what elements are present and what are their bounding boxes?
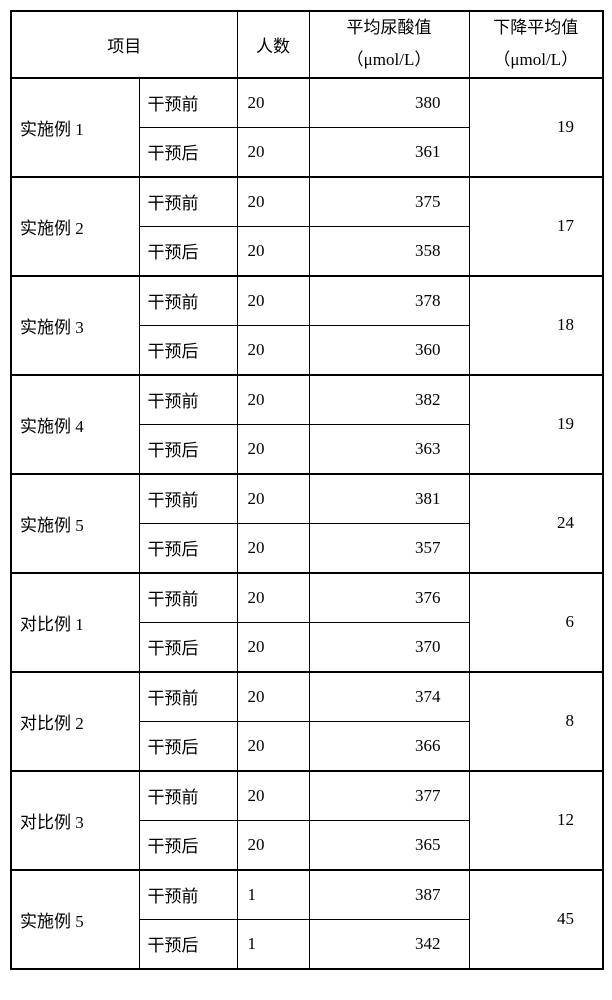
row-before-count: 20 — [237, 771, 309, 821]
header-avg: 平均尿酸值 （μmol/L） — [309, 11, 469, 78]
row-phase-before: 干预前 — [139, 177, 237, 227]
row-before-count: 20 — [237, 672, 309, 722]
row-after-avg: 357 — [309, 523, 469, 573]
row-before-avg: 376 — [309, 573, 469, 623]
row-phase-after: 干预后 — [139, 523, 237, 573]
header-count: 人数 — [237, 11, 309, 78]
header-avg-label: 平均尿酸值 — [347, 18, 432, 37]
row-before-count: 20 — [237, 78, 309, 128]
row-phase-before: 干预前 — [139, 672, 237, 722]
row-after-count: 20 — [237, 820, 309, 870]
row-drop: 24 — [469, 474, 603, 573]
table-row: 实施例 1 干预前 20 380 19 — [11, 78, 603, 128]
row-after-count: 20 — [237, 721, 309, 771]
row-drop: 19 — [469, 375, 603, 474]
row-before-count: 20 — [237, 474, 309, 524]
row-drop: 17 — [469, 177, 603, 276]
row-name: 实施例 5 — [11, 870, 139, 969]
row-phase-after: 干预后 — [139, 226, 237, 276]
table-row: 对比例 1 干预前 20 376 6 — [11, 573, 603, 623]
header-avg-unit: （μmol/L） — [347, 50, 432, 69]
row-before-avg: 377 — [309, 771, 469, 821]
row-before-avg: 382 — [309, 375, 469, 425]
row-phase-after: 干预后 — [139, 325, 237, 375]
row-after-count: 1 — [237, 919, 309, 969]
row-after-count: 20 — [237, 226, 309, 276]
header-drop-unit: （μmol/L） — [493, 50, 578, 69]
table-row: 对比例 3 干预前 20 377 12 — [11, 771, 603, 821]
row-phase-before: 干预前 — [139, 573, 237, 623]
header-drop-label: 下降平均值 — [493, 18, 578, 37]
row-name: 实施例 2 — [11, 177, 139, 276]
row-before-avg: 374 — [309, 672, 469, 722]
table-row: 对比例 2 干预前 20 374 8 — [11, 672, 603, 722]
row-phase-before: 干预前 — [139, 870, 237, 920]
row-after-count: 20 — [237, 127, 309, 177]
row-phase-after: 干预后 — [139, 919, 237, 969]
row-phase-after: 干预后 — [139, 127, 237, 177]
row-before-avg: 381 — [309, 474, 469, 524]
header-project: 项目 — [11, 11, 237, 78]
row-drop: 6 — [469, 573, 603, 672]
row-after-avg: 360 — [309, 325, 469, 375]
table-row: 实施例 4 干预前 20 382 19 — [11, 375, 603, 425]
row-phase-before: 干预前 — [139, 474, 237, 524]
row-before-avg: 387 — [309, 870, 469, 920]
row-phase-before: 干预前 — [139, 78, 237, 128]
row-phase-before: 干预前 — [139, 771, 237, 821]
row-after-count: 20 — [237, 523, 309, 573]
row-phase-after: 干预后 — [139, 721, 237, 771]
row-after-avg: 366 — [309, 721, 469, 771]
row-phase-after: 干预后 — [139, 622, 237, 672]
table-row: 实施例 5 干预前 1 387 45 — [11, 870, 603, 920]
row-name: 实施例 4 — [11, 375, 139, 474]
row-before-count: 1 — [237, 870, 309, 920]
row-after-count: 20 — [237, 424, 309, 474]
row-before-count: 20 — [237, 375, 309, 425]
row-phase-before: 干预前 — [139, 375, 237, 425]
row-name: 实施例 5 — [11, 474, 139, 573]
table-row: 实施例 3 干预前 20 378 18 — [11, 276, 603, 326]
row-drop: 45 — [469, 870, 603, 969]
row-before-avg: 378 — [309, 276, 469, 326]
row-after-avg: 361 — [309, 127, 469, 177]
row-phase-before: 干预前 — [139, 276, 237, 326]
row-drop: 18 — [469, 276, 603, 375]
row-after-count: 20 — [237, 622, 309, 672]
row-after-avg: 358 — [309, 226, 469, 276]
row-name: 对比例 2 — [11, 672, 139, 771]
row-before-avg: 375 — [309, 177, 469, 227]
row-before-count: 20 — [237, 276, 309, 326]
row-before-count: 20 — [237, 177, 309, 227]
row-before-count: 20 — [237, 573, 309, 623]
row-name: 对比例 1 — [11, 573, 139, 672]
table-row: 实施例 5 干预前 20 381 24 — [11, 474, 603, 524]
row-after-avg: 370 — [309, 622, 469, 672]
row-drop: 19 — [469, 78, 603, 177]
header-drop: 下降平均值 （μmol/L） — [469, 11, 603, 78]
row-before-avg: 380 — [309, 78, 469, 128]
row-after-avg: 342 — [309, 919, 469, 969]
table-row: 实施例 2 干预前 20 375 17 — [11, 177, 603, 227]
row-after-avg: 363 — [309, 424, 469, 474]
row-phase-after: 干预后 — [139, 424, 237, 474]
row-name: 对比例 3 — [11, 771, 139, 870]
row-after-count: 20 — [237, 325, 309, 375]
row-drop: 8 — [469, 672, 603, 771]
row-phase-after: 干预后 — [139, 820, 237, 870]
row-name: 实施例 3 — [11, 276, 139, 375]
row-name: 实施例 1 — [11, 78, 139, 177]
row-drop: 12 — [469, 771, 603, 870]
data-table: 项目 人数 平均尿酸值 （μmol/L） 下降平均值 （μmol/L） 实施例 … — [10, 10, 604, 970]
row-after-avg: 365 — [309, 820, 469, 870]
